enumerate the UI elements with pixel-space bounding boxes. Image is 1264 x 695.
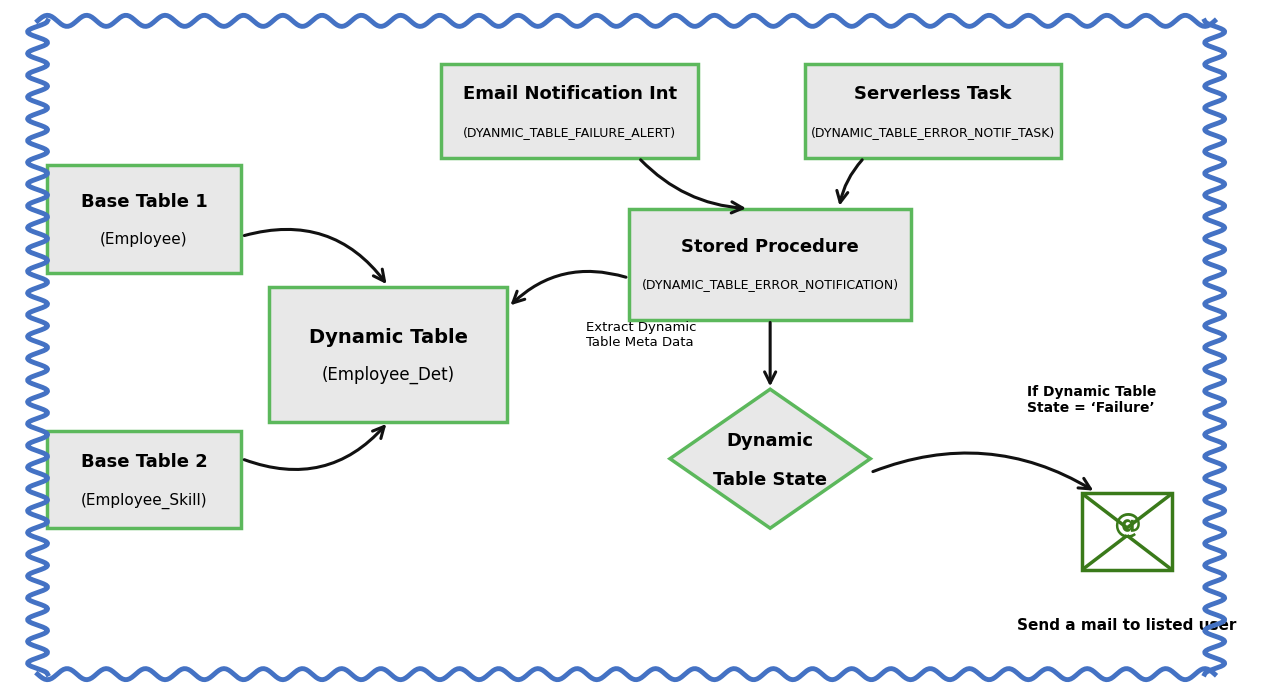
Text: Dynamic Table: Dynamic Table (308, 327, 468, 347)
FancyBboxPatch shape (1082, 493, 1172, 570)
FancyBboxPatch shape (47, 165, 241, 273)
Text: (DYNAMIC_TABLE_ERROR_NOTIF_TASK): (DYNAMIC_TABLE_ERROR_NOTIF_TASK) (810, 126, 1055, 138)
Text: Dynamic: Dynamic (727, 432, 814, 450)
Text: If Dynamic Table
State = ‘Failure’: If Dynamic Table State = ‘Failure’ (1026, 384, 1157, 415)
Text: Send a mail to listed user: Send a mail to listed user (1018, 618, 1236, 633)
Text: Table State: Table State (713, 471, 827, 489)
FancyBboxPatch shape (441, 65, 698, 158)
FancyBboxPatch shape (805, 65, 1062, 158)
Text: (DYNAMIC_TABLE_ERROR_NOTIFICATION): (DYNAMIC_TABLE_ERROR_NOTIFICATION) (642, 279, 899, 291)
Text: Extract Dynamic
Table Meta Data: Extract Dynamic Table Meta Data (586, 321, 696, 349)
Text: (DYANMIC_TABLE_FAILURE_ALERT): (DYANMIC_TABLE_FAILURE_ALERT) (463, 126, 676, 138)
Text: Email Notification Int: Email Notification Int (463, 85, 676, 103)
Text: Serverless Task: Serverless Task (854, 85, 1011, 103)
Text: Stored Procedure: Stored Procedure (681, 238, 860, 256)
Text: @: @ (1114, 511, 1141, 539)
Text: (Employee): (Employee) (100, 232, 188, 247)
Polygon shape (670, 389, 871, 528)
Text: Base Table 2: Base Table 2 (81, 453, 207, 471)
Text: (Employee_Det): (Employee_Det) (321, 366, 455, 384)
FancyBboxPatch shape (269, 287, 507, 423)
FancyBboxPatch shape (629, 208, 911, 320)
Text: Base Table 1: Base Table 1 (81, 193, 207, 211)
FancyBboxPatch shape (47, 431, 241, 528)
Text: (Employee_Skill): (Employee_Skill) (81, 492, 207, 509)
